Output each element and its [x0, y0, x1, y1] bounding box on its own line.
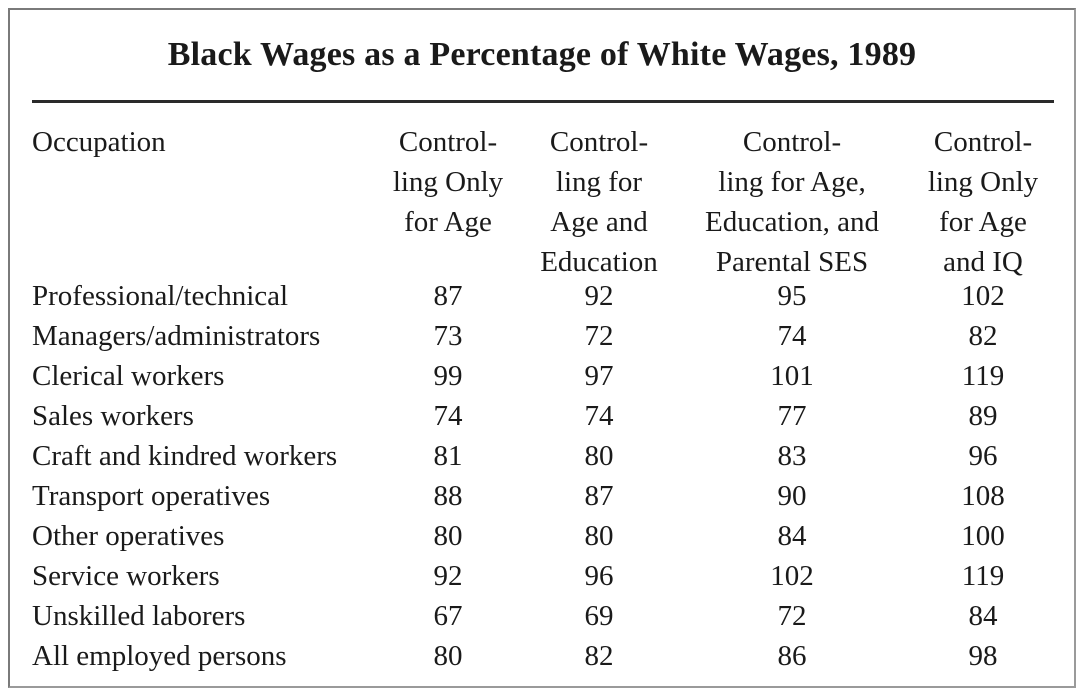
occupation-cell: All employed persons: [32, 640, 287, 672]
occupation-cell: Sales workers: [32, 400, 194, 432]
value-cell: 67: [433, 600, 463, 632]
table-frame: Black Wages as a Percentage of White Wag…: [8, 8, 1076, 688]
value-cell: 95: [777, 280, 807, 312]
value-cell: 97: [584, 360, 614, 392]
value-cell: 72: [584, 320, 614, 352]
header-line: ling for Age,: [718, 166, 866, 198]
header-line: ling for: [555, 166, 643, 198]
occupation-cell: Unskilled laborers: [32, 600, 246, 632]
header-occupation-label: Occupation: [32, 126, 166, 158]
header-age-iq: Control- ling Only for Age and IQ: [910, 122, 1056, 282]
value-cell: 89: [968, 400, 998, 432]
value-cell: 72: [777, 600, 807, 632]
value-cell: 102: [770, 560, 814, 592]
header-line: Control-: [742, 126, 842, 158]
table-row: Unskilled laborers 67 69 72 84: [10, 596, 1074, 636]
value-cell: 80: [433, 520, 463, 552]
header-line: for Age: [939, 206, 1027, 238]
value-cell: 80: [433, 640, 463, 672]
value-cell: 82: [968, 320, 998, 352]
value-cell: 96: [584, 560, 614, 592]
value-cell: 119: [961, 560, 1005, 592]
value-cell: 74: [433, 400, 463, 432]
value-cell: 100: [961, 520, 1005, 552]
value-cell: 92: [433, 560, 463, 592]
header-line: Parental SES: [715, 246, 869, 278]
occupation-cell: Craft and kindred workers: [32, 440, 338, 472]
value-cell: 80: [584, 440, 614, 472]
value-cell: 101: [770, 360, 814, 392]
value-cell: 84: [777, 520, 807, 552]
value-cell: 81: [433, 440, 463, 472]
value-cell: 82: [584, 640, 614, 672]
header-line: Control-: [398, 126, 498, 158]
value-cell: 108: [961, 480, 1005, 512]
value-cell: 88: [433, 480, 463, 512]
occupation-cell: Service workers: [32, 560, 220, 592]
occupation-cell: Transport operatives: [32, 480, 271, 512]
value-cell: 77: [777, 400, 807, 432]
value-cell: 69: [584, 600, 614, 632]
header-age-education-ses: Control- ling for Age, Education, and Pa…: [682, 122, 902, 282]
value-cell: 86: [777, 640, 807, 672]
occupation-cell: Other operatives: [32, 520, 225, 552]
occupation-cell: Professional/technical: [32, 280, 289, 312]
header-line: and IQ: [943, 246, 1023, 278]
header-line: Education: [540, 246, 658, 278]
occupation-cell: Managers/administrators: [32, 320, 321, 352]
header-line: Education, and: [705, 206, 879, 238]
table-row: Professional/technical 87 92 95 102: [10, 276, 1074, 316]
table-row: Managers/administrators 73 72 74 82: [10, 316, 1074, 356]
value-cell: 96: [968, 440, 998, 472]
occupation-cell: Clerical workers: [32, 360, 225, 392]
value-cell: 83: [777, 440, 807, 472]
value-cell: 74: [777, 320, 807, 352]
header-line: ling Only: [392, 166, 504, 198]
value-cell: 73: [433, 320, 463, 352]
value-cell: 90: [777, 480, 807, 512]
value-cell: 99: [433, 360, 463, 392]
value-cell: 119: [961, 360, 1005, 392]
title-rule: [32, 100, 1054, 103]
header-line: ling Only: [927, 166, 1039, 198]
table-row: Sales workers 74 74 77 89: [10, 396, 1074, 436]
value-cell: 74: [584, 400, 614, 432]
table-row: All employed persons 80 82 86 98: [10, 636, 1074, 676]
value-cell: 87: [433, 280, 463, 312]
table-row: Clerical workers 99 97 101 119: [10, 356, 1074, 396]
value-cell: 102: [961, 280, 1005, 312]
value-cell: 98: [968, 640, 998, 672]
header-line: Control-: [933, 126, 1033, 158]
value-cell: 92: [584, 280, 614, 312]
value-cell: 80: [584, 520, 614, 552]
table-row: Craft and kindred workers 81 80 83 96: [10, 436, 1074, 476]
table-row: Other operatives 80 80 84 100: [10, 516, 1074, 556]
table-title: Black Wages as a Percentage of White Wag…: [167, 36, 917, 73]
value-cell: 84: [968, 600, 998, 632]
header-occupation: Occupation: [32, 122, 166, 162]
table-row: Service workers 92 96 102 119: [10, 556, 1074, 596]
header-line: for Age: [404, 206, 492, 238]
header-line: Control-: [549, 126, 649, 158]
header-line: Age and: [550, 206, 648, 238]
table-row: Transport operatives 88 87 90 108: [10, 476, 1074, 516]
value-cell: 87: [584, 480, 614, 512]
header-age-only: Control- ling Only for Age: [388, 122, 508, 242]
header-age-education: Control- ling for Age and Education: [528, 122, 670, 282]
